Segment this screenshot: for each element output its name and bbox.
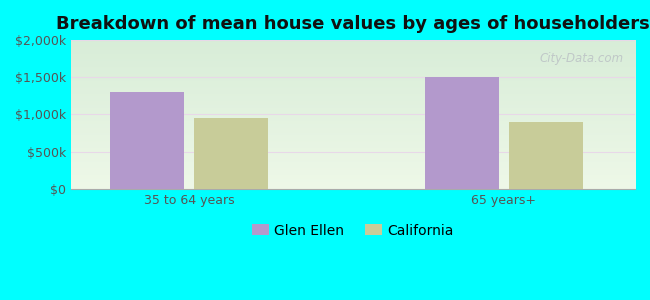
Bar xyxy=(425,77,499,189)
Title: Breakdown of mean house values by ages of householders: Breakdown of mean house values by ages o… xyxy=(56,15,650,33)
Bar xyxy=(111,92,184,189)
Text: City-Data.com: City-Data.com xyxy=(540,52,624,65)
Bar xyxy=(194,118,268,189)
Bar xyxy=(509,122,582,189)
Legend: Glen Ellen, California: Glen Ellen, California xyxy=(248,220,458,242)
